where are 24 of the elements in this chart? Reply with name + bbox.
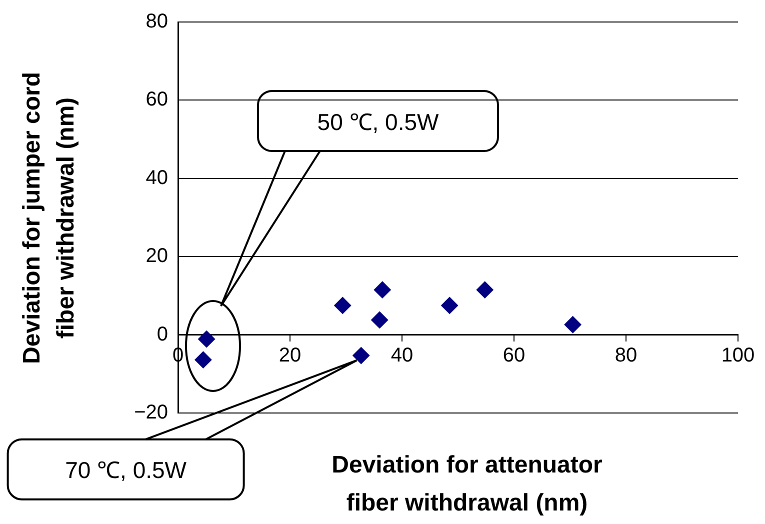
x-tick-label: 60 <box>502 344 526 366</box>
annotation: 50 ℃, 0.5W <box>317 108 439 137</box>
point <box>194 351 212 368</box>
x-tick-label: 80 <box>614 344 638 366</box>
point <box>198 330 216 348</box>
x-axis-title: Deviation for attenuator fiber withdrawal (nm) <box>332 452 602 517</box>
point <box>374 281 391 298</box>
annotation: 70 ℃, 0.5W <box>65 456 187 486</box>
y-tick-label: 60 <box>146 88 168 111</box>
y-tick-label: 80 <box>146 10 168 33</box>
y-tick-label: −20 <box>134 402 168 424</box>
y-tick-label: 40 <box>146 166 168 189</box>
point <box>352 347 370 364</box>
point <box>564 316 582 334</box>
point <box>371 311 388 328</box>
y-axis-title: Deviation for jumper cord fiber withdrawal (nm) <box>18 72 80 364</box>
point <box>334 296 352 314</box>
x-tick-label: 40 <box>390 344 414 366</box>
y-tick-label: 20 <box>146 245 168 268</box>
point <box>441 296 458 314</box>
x-tick-label: 20 <box>278 344 302 366</box>
y-tick-label: 0 <box>156 323 168 346</box>
x-tick-label: 100 <box>721 344 755 366</box>
point <box>476 281 494 298</box>
